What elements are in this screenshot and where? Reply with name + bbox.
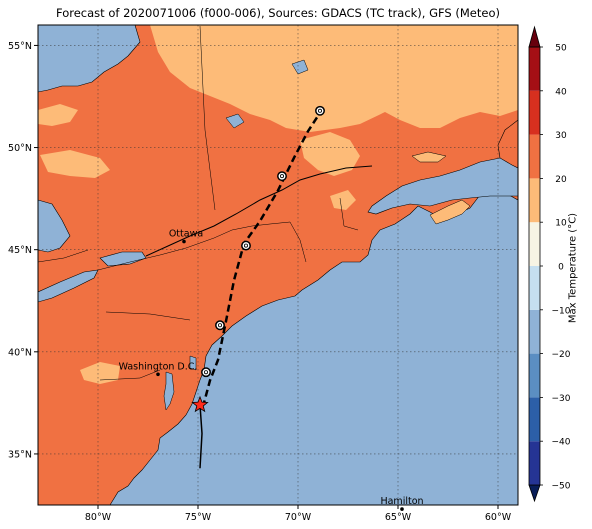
lat-tick-label: 35°N xyxy=(8,449,32,460)
colorbar-level xyxy=(529,441,540,485)
lake-ontario xyxy=(99,251,147,267)
forecast-point-eye xyxy=(217,323,222,328)
colorbar-level xyxy=(529,353,540,398)
storm-track xyxy=(199,112,322,469)
cool-region-ontario xyxy=(40,150,110,178)
city-label: Ottawa xyxy=(169,229,203,240)
delaware-bay xyxy=(189,355,197,371)
colorbar-level xyxy=(529,178,540,223)
gridlines xyxy=(38,25,518,505)
colorbar: −50 −40 −30 −20 −10 0 10 20 30 40 50 xyxy=(528,25,571,503)
lat-tick-label: 40°N xyxy=(8,347,32,358)
cool-region-quebec xyxy=(300,132,360,176)
colorbar-tick-label: 40 xyxy=(555,87,567,97)
lon-tick-label: 60°W xyxy=(485,512,512,523)
track-forecast-line xyxy=(199,112,322,407)
lon-tick-label: 80°W xyxy=(85,512,112,523)
forecast-point-marker xyxy=(277,171,287,182)
nova-scotia xyxy=(429,199,471,225)
colorbar-level xyxy=(529,397,540,442)
newfoundland xyxy=(497,119,518,169)
lake-huron xyxy=(38,199,71,253)
city-label: Washington D.C. xyxy=(119,361,198,372)
colorbar-level xyxy=(529,266,540,310)
city-dot xyxy=(400,507,404,511)
forecast-point-eye xyxy=(243,243,248,248)
colorbar-label: Max Temperature (°C) xyxy=(567,212,579,324)
colorbar-tick-label: 0 xyxy=(558,263,564,273)
colorbar-tick-label: −20 xyxy=(552,350,571,360)
colorbar-tick-label: −50 xyxy=(552,482,571,492)
chesapeake-bay xyxy=(163,371,175,411)
colorbar-tick-label: 50 xyxy=(555,44,567,54)
lat-tick-label: 45°N xyxy=(8,245,32,256)
storm-current-star xyxy=(191,395,209,413)
lon-tick-label: 75°W xyxy=(185,512,212,523)
colorbar-tick-label: 10 xyxy=(555,219,567,229)
colorbar-tick-label: 20 xyxy=(555,175,567,185)
forecast-point-marker xyxy=(241,240,251,251)
city-dot xyxy=(156,372,160,377)
track-observed-line xyxy=(199,404,203,469)
colorbar-extend-max xyxy=(528,25,541,48)
colorbar-level xyxy=(529,134,540,179)
city-label: Hamilton xyxy=(380,496,423,507)
lon-tick-label: 65°W xyxy=(385,512,412,523)
cool-region-appalachia xyxy=(80,362,120,384)
colorbar-tick-label: −40 xyxy=(552,438,571,448)
reservoir-north xyxy=(291,59,309,75)
forecast-points xyxy=(191,105,325,413)
cool-region-maine xyxy=(330,190,356,210)
colorbar-level xyxy=(529,222,540,266)
anticosti-island xyxy=(411,151,447,163)
border-lines xyxy=(38,25,359,381)
colorbar-tick-label: −30 xyxy=(552,394,571,404)
forecast-point-eye xyxy=(317,108,322,113)
st-lawrence-river xyxy=(145,165,373,257)
axis-ticks: 80°W 75°W 70°W 65°W 60°W 35°N 40°N 45°N 50°N 55°N xyxy=(8,41,512,523)
lon-tick-label: 70°W xyxy=(285,512,312,523)
colorbar-level xyxy=(529,47,540,91)
forecast-point-marker xyxy=(215,320,225,331)
cool-region-north xyxy=(150,25,518,132)
cool-region-west xyxy=(38,104,78,126)
colorbar-level xyxy=(529,90,540,135)
colorbar-level xyxy=(529,309,540,354)
gulf-of-st-lawrence xyxy=(367,149,518,215)
city-dot xyxy=(182,239,186,244)
chart-title: Forecast of 2020071006 (f000-006), Sourc… xyxy=(56,6,500,20)
map-frame xyxy=(37,24,519,506)
forecast-point-marker xyxy=(201,367,211,378)
colorbar-tick-label: 30 xyxy=(555,131,567,141)
colorbar-extend-min xyxy=(528,484,541,503)
forecast-point-eye xyxy=(279,174,284,179)
forecast-point-marker xyxy=(315,105,325,116)
lake-erie xyxy=(38,269,99,303)
lat-tick-label: 55°N xyxy=(8,41,32,52)
colorbar-tick-label: −10 xyxy=(552,306,571,316)
lake-saint-jean xyxy=(225,113,245,129)
forecast-point-eye xyxy=(203,370,208,375)
lat-tick-label: 50°N xyxy=(8,143,32,154)
city-labels: Ottawa Washington D.C. Hamilton xyxy=(119,229,424,511)
